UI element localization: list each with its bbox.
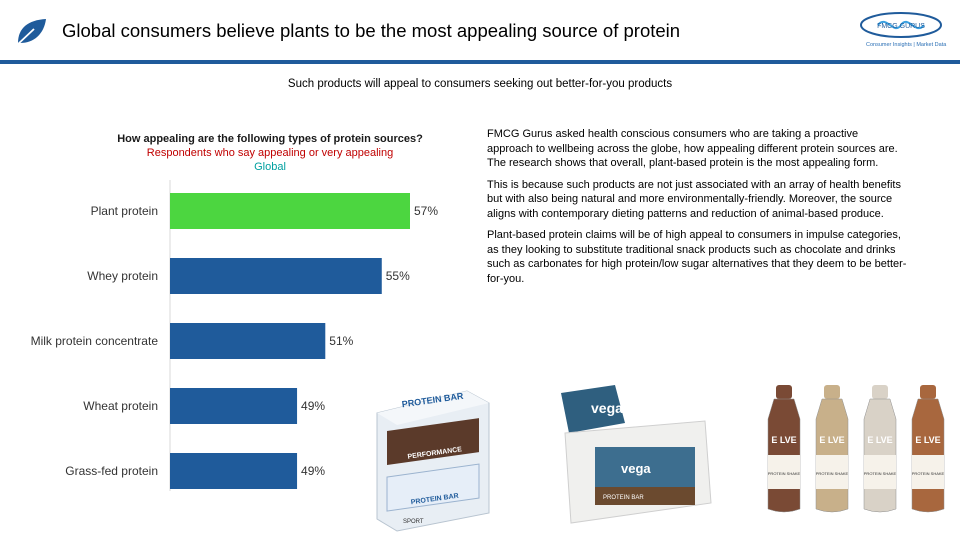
protein-bar-box-image: PROTEIN BAR PERFORMANCE PROTEIN BAR SPOR…	[376, 390, 490, 532]
category-label: Grass-fed protein	[65, 464, 158, 478]
svg-text:PROTEIN SHAKE: PROTEIN SHAKE	[912, 471, 945, 476]
box2-sub: PROTEIN BAR	[603, 495, 644, 501]
bar-wheat-protein	[170, 388, 298, 424]
company-logo: FMCG GURUS	[860, 12, 942, 38]
category-label: Milk protein concentrate	[31, 334, 159, 348]
header-divider	[0, 60, 960, 64]
svg-text:E LVE: E LVE	[819, 435, 844, 445]
chart-respondents: Respondents who say appealing or very ap…	[146, 147, 394, 159]
svg-text:E LVE: E LVE	[771, 435, 796, 445]
chart-region: Global	[254, 161, 286, 173]
commentary-paragraph-1: FMCG Gurus asked health conscious consum…	[487, 128, 898, 169]
commentary-paragraph-3: Plant-based protein claims will be of hi…	[487, 229, 907, 285]
leaf-icon	[16, 19, 46, 46]
shake-bottle: E LVE PROTEIN SHAKE	[911, 385, 945, 513]
logo-tagline: Consumer Insights | Market Data	[866, 42, 947, 48]
svg-text:FMCG GURUS: FMCG GURUS	[877, 23, 925, 30]
protein-appeal-bar-chart: Plant protein 57% Whey protein 55% Milk prot…	[31, 180, 438, 491]
svg-text:PROTEIN SHAKE: PROTEIN SHAKE	[768, 471, 801, 476]
shake-bottle: E LVE PROTEIN SHAKE	[767, 385, 801, 513]
category-label: Wheat protein	[83, 399, 158, 413]
svg-text:E LVE: E LVE	[867, 435, 892, 445]
bar-grass-fed-protein	[170, 453, 298, 489]
bar-plant-protein	[170, 193, 410, 229]
chart-heading: How appealing are the following types of…	[90, 132, 450, 174]
chart-question: How appealing are the following types of…	[117, 133, 423, 145]
svg-text:PROTEIN SHAKE: PROTEIN SHAKE	[816, 471, 849, 476]
shake-bottle: E LVE PROTEIN SHAKE	[863, 385, 897, 513]
box2-label: vega	[591, 400, 623, 416]
bar-whey-protein	[170, 258, 382, 294]
bar-milk-protein-concentrate	[170, 323, 326, 359]
value-label: 51%	[329, 334, 353, 348]
slide-subtitle: Such products will appeal to consumers s…	[287, 78, 673, 90]
commentary-text: FMCG Gurus asked health conscious consum…	[487, 127, 907, 293]
svg-text:PROTEIN SHAKE: PROTEIN SHAKE	[864, 471, 897, 476]
svg-text:E LVE: E LVE	[915, 435, 940, 445]
value-label: 55%	[386, 269, 410, 283]
page-title: Global consumers believe plants to be th…	[62, 20, 681, 41]
vega-bar-box-image: vega vega PROTEIN BAR	[561, 385, 712, 524]
value-label: 57%	[414, 204, 438, 218]
category-label: Plant protein	[91, 204, 158, 218]
commentary-paragraph-2: This is because such products are not ju…	[487, 178, 901, 220]
shake-bottle: E LVE PROTEIN SHAKE	[815, 385, 849, 513]
header: Global consumers believe plants to be th…	[0, 0, 960, 64]
value-label: 49%	[301, 399, 325, 413]
box1-brand: SPORT	[403, 519, 424, 525]
value-label: 49%	[301, 464, 325, 478]
box2-brand: vega	[621, 461, 651, 476]
category-label: Whey protein	[87, 269, 158, 283]
